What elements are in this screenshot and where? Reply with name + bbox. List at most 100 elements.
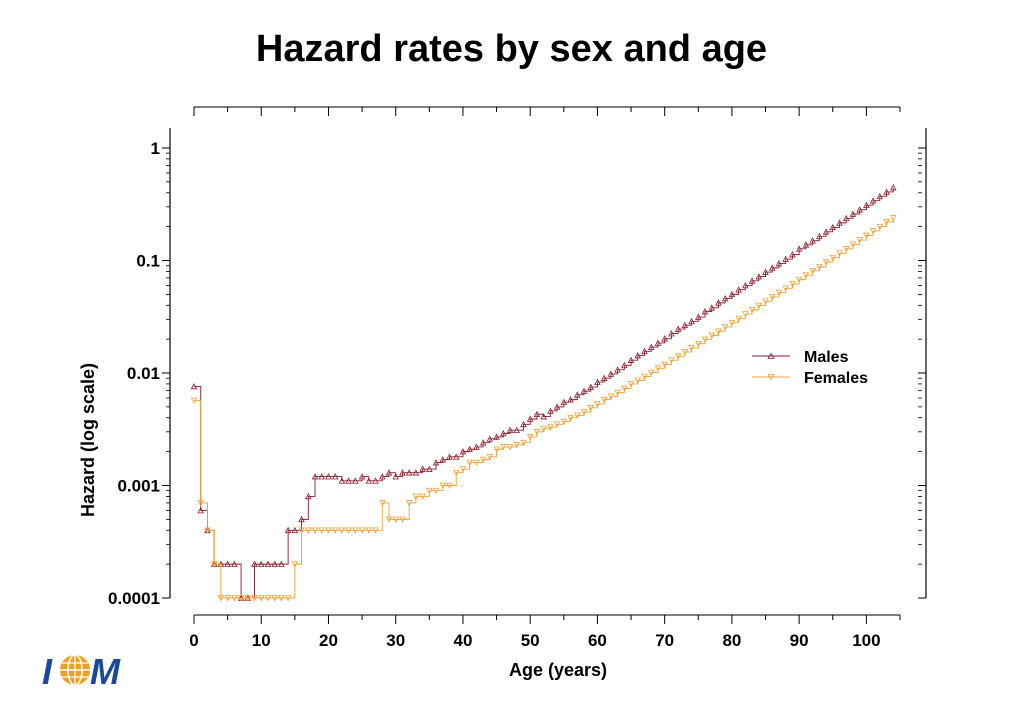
females-point [486,453,494,461]
males-point [358,473,366,480]
males-point [634,352,642,359]
females-point [311,527,319,534]
males-legend-label: Males [804,349,849,366]
females-line [194,217,894,599]
females-point [795,276,803,284]
females-point [190,397,198,404]
females-point [439,482,447,489]
males-point [715,299,722,306]
males-point [849,210,857,217]
females-point [768,294,776,301]
females-point [890,214,897,222]
males-point [553,403,561,410]
females-point [385,516,393,523]
males-point [802,241,810,248]
females-point [829,254,837,262]
females-point [244,595,252,602]
males-point [641,347,648,355]
males-point [856,206,863,213]
females-point [231,595,238,602]
males-point [560,398,568,406]
females-point [748,307,756,314]
males-point [674,325,682,332]
females-point [809,267,816,275]
males-point [513,426,521,434]
males-point [735,286,742,293]
females-point [802,272,810,279]
females-point [210,561,218,568]
females-point [318,527,326,534]
iom-logo: I M [38,650,130,692]
males-point [775,260,783,267]
females-point [782,285,789,292]
males-point [331,473,339,480]
females-point [298,527,305,534]
males-point [728,290,736,298]
females-legend-marker [767,374,775,381]
males-legend-marker [767,352,775,359]
males-point [829,223,837,231]
males-point [748,277,756,284]
males-point [627,356,635,363]
males-point [385,469,393,476]
males-point [742,281,749,289]
females-point [634,377,642,384]
females-point [392,516,399,523]
females-point [446,482,453,489]
logo-letter-m: M [90,651,121,692]
females-point [358,527,366,534]
males-point [318,473,326,480]
females-point [560,418,568,426]
males-point [231,560,238,567]
females-point [419,493,426,500]
females-point [735,315,742,322]
females-point [816,263,823,271]
males-point [668,330,675,337]
males-point [890,184,897,191]
females-point [553,421,561,428]
males-point [789,251,796,258]
females-point [614,389,621,397]
males-point [540,413,547,420]
females-point [600,396,608,404]
males-point [809,237,816,244]
males-point [755,273,763,280]
females-point [869,228,877,235]
males-point [580,387,588,394]
x-tick-label: 70 [655,631,674,650]
females-point [701,336,709,343]
females-point [379,500,386,507]
males-point [795,245,803,252]
males-point [264,560,272,567]
males-point [594,378,601,385]
males-point [493,433,500,440]
males-point [688,317,695,325]
females-point [594,401,601,408]
males-point [822,228,830,235]
y-axis-title: Hazard (log scale) [78,363,98,517]
females-point [789,281,796,288]
males-point [782,255,789,262]
males-point [352,477,359,484]
x-tick-label: 100 [852,631,880,650]
males-point [768,264,776,271]
males-line [194,187,894,599]
males-point [298,515,305,523]
males-point [500,430,507,437]
x-tick-label: 80 [722,631,741,650]
females-point [338,527,346,534]
males-point [654,339,662,346]
females-point [755,302,763,309]
males-point [432,459,440,466]
y-tick-label: 0.01 [127,364,160,383]
males-point [345,477,352,484]
y-axis: 0.0001 0.001 0.01 0.1 1 [108,139,926,608]
females-point [681,349,689,356]
females-point [822,259,830,266]
females-point [257,595,265,602]
males-point [520,420,527,428]
males-point [365,477,373,484]
males-point [291,526,299,534]
females-point [432,487,440,495]
males-point [842,214,850,222]
